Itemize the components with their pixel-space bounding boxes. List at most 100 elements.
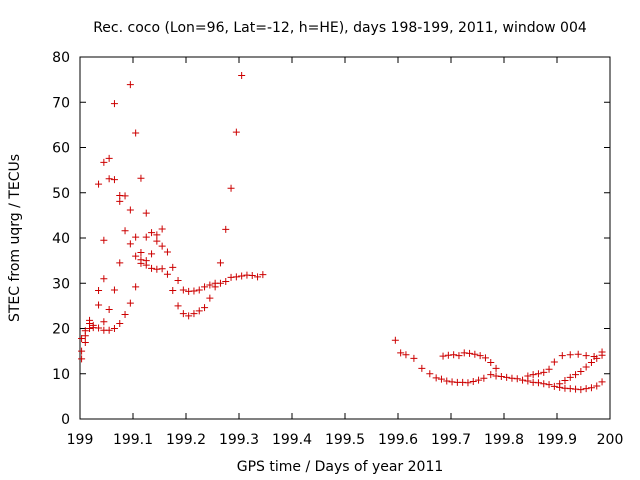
data-point: [550, 358, 558, 366]
data-point: [78, 355, 86, 363]
data-point: [534, 370, 542, 378]
data-point: [100, 318, 108, 326]
data-point: [126, 206, 134, 214]
chart-title: Rec. coco (Lon=96, Lat=-12, h=HE), days …: [93, 20, 587, 36]
data-point: [519, 376, 527, 384]
data-point: [593, 382, 601, 390]
x-tick-label: 199.9: [537, 432, 577, 448]
data-point: [95, 324, 103, 332]
data-point: [100, 275, 108, 283]
data-point: [148, 264, 156, 272]
data-point: [590, 353, 598, 361]
data-point: [471, 350, 479, 358]
data-point: [179, 286, 187, 294]
data-point: [126, 299, 134, 307]
data-point: [426, 370, 434, 378]
data-point: [513, 375, 521, 383]
data-point: [464, 379, 472, 387]
data-point: [238, 72, 246, 80]
data-point: [116, 259, 124, 267]
data-point: [402, 351, 410, 359]
data-point: [443, 377, 451, 385]
data-point: [95, 180, 103, 188]
data-point: [137, 256, 145, 264]
x-tick-label: 199.2: [166, 432, 206, 448]
x-tick-label: 199.3: [219, 432, 259, 448]
data-point: [540, 380, 548, 388]
data-point: [566, 351, 574, 359]
data-point: [174, 277, 182, 285]
data-point: [524, 372, 532, 380]
data-point: [582, 385, 590, 393]
data-point: [582, 352, 590, 360]
data-point: [169, 263, 177, 271]
data-point: [148, 250, 156, 258]
data-point: [550, 382, 558, 390]
data-point: [100, 158, 108, 166]
data-point: [142, 209, 150, 217]
data-point: [487, 371, 495, 379]
data-point: [540, 368, 548, 376]
data-point: [561, 377, 569, 385]
y-tick-label: 0: [61, 412, 70, 428]
data-point: [556, 380, 564, 388]
data-point: [254, 273, 262, 281]
data-point: [418, 364, 426, 372]
y-axis-label: STEC from uqrg / TECUs: [7, 154, 23, 322]
data-point: [222, 225, 230, 233]
data-point: [455, 352, 463, 360]
data-point: [148, 229, 156, 237]
data-point: [163, 270, 171, 278]
y-tick-label: 70: [52, 95, 70, 111]
y-axis-ticks: 0 10 20 30 40 50 60 70 80: [52, 50, 610, 428]
data-point: [232, 128, 240, 136]
data-point: [206, 281, 214, 289]
data-point: [534, 379, 542, 387]
data-point: [142, 257, 150, 265]
x-tick-label: 199.5: [325, 432, 365, 448]
x-tick-label: 199.1: [113, 432, 153, 448]
y-tick-label: 80: [52, 50, 70, 66]
data-point: [410, 354, 418, 362]
data-point: [582, 363, 590, 371]
y-tick-label: 10: [52, 367, 70, 383]
data-point: [529, 371, 537, 379]
data-point: [222, 277, 230, 285]
data-point: [216, 279, 224, 287]
y-tick-label: 20: [52, 322, 70, 338]
data-point: [137, 174, 145, 182]
x-axis-label: GPS time / Days of year 2011: [237, 459, 444, 475]
data-point: [503, 373, 511, 381]
y-tick-label: 30: [52, 276, 70, 292]
data-point: [397, 349, 405, 357]
data-point: [487, 358, 495, 366]
data-point: [110, 176, 118, 184]
data-point: [105, 305, 113, 313]
x-tick-label: 199.4: [272, 432, 312, 448]
data-point: [206, 294, 214, 302]
data-point: [100, 236, 108, 244]
data-point: [110, 100, 118, 108]
data-point: [78, 334, 86, 342]
data-point: [466, 349, 474, 357]
data-point: [475, 376, 483, 384]
data-point: [174, 302, 182, 310]
data-point: [492, 364, 500, 372]
data-point: [195, 286, 203, 294]
data-point: [190, 310, 198, 318]
x-tick-label: 199: [67, 432, 94, 448]
data-point: [163, 248, 171, 256]
data-point: [95, 301, 103, 309]
data-point: [598, 378, 606, 386]
data-point: [577, 386, 585, 394]
data-point: [121, 192, 129, 200]
data-point: [566, 373, 574, 381]
y-tick-label: 60: [52, 141, 70, 157]
data-point: [481, 354, 489, 362]
data-point: [105, 154, 113, 162]
x-tick-label: 199.8: [484, 432, 524, 448]
y-tick-label: 50: [52, 186, 70, 202]
data-point: [105, 175, 113, 183]
data-point: [558, 352, 566, 360]
